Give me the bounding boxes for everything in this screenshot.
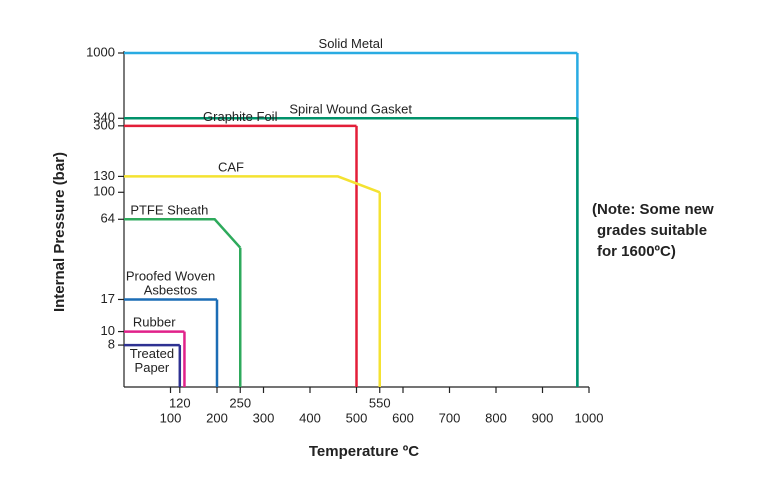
x-tick-label: 900 [532,410,554,425]
x-tick-label: 200 [206,410,228,425]
x-tick-label: 100 [160,410,182,425]
series-label: PTFE Sheath [130,203,208,218]
note-line: grades suitable [597,222,707,239]
x-axis-title: Temperature ºC [309,443,419,460]
x-mark-label: 250 [229,395,251,410]
y-tick-label: 340 [93,110,115,125]
series-label: Graphite Foil [203,109,278,124]
x-mark-label: 120 [169,395,191,410]
y-tick-label: 300 [93,117,115,132]
x-mark-label: 550 [369,395,391,410]
series-line [124,218,242,249]
y-tick-label: 10 [101,323,115,338]
series-line [124,175,381,194]
series-label: CAF [218,160,244,175]
y-tick-label: 17 [101,291,115,306]
y-tick-label: 130 [93,168,115,183]
note-line: for 1600ºC) [597,243,676,260]
y-tick-label: 1000 [86,44,115,59]
x-tick-label: 1000 [575,410,604,425]
series-label: Spiral Wound Gasket [289,102,412,117]
series-label: Solid Metal [319,36,383,51]
x-tick-label: 300 [253,410,275,425]
x-tick-label: 600 [392,410,414,425]
series-label: Rubber [133,315,176,330]
y-axis-title: Internal Pressure (bar) [51,152,68,312]
x-tick-label: 800 [485,410,507,425]
x-tick-label: 700 [439,410,461,425]
x-tick-label: 500 [346,410,368,425]
y-tick-label: 8 [108,337,115,352]
series-label: Proofed Woven Asbestos [126,269,215,298]
y-tick-label: 100 [93,184,115,199]
x-tick-label: 400 [299,410,321,425]
series-label: Treated Paper [130,347,174,376]
note-line: (Note: Some new [592,201,714,218]
y-tick-label: 64 [101,211,115,226]
